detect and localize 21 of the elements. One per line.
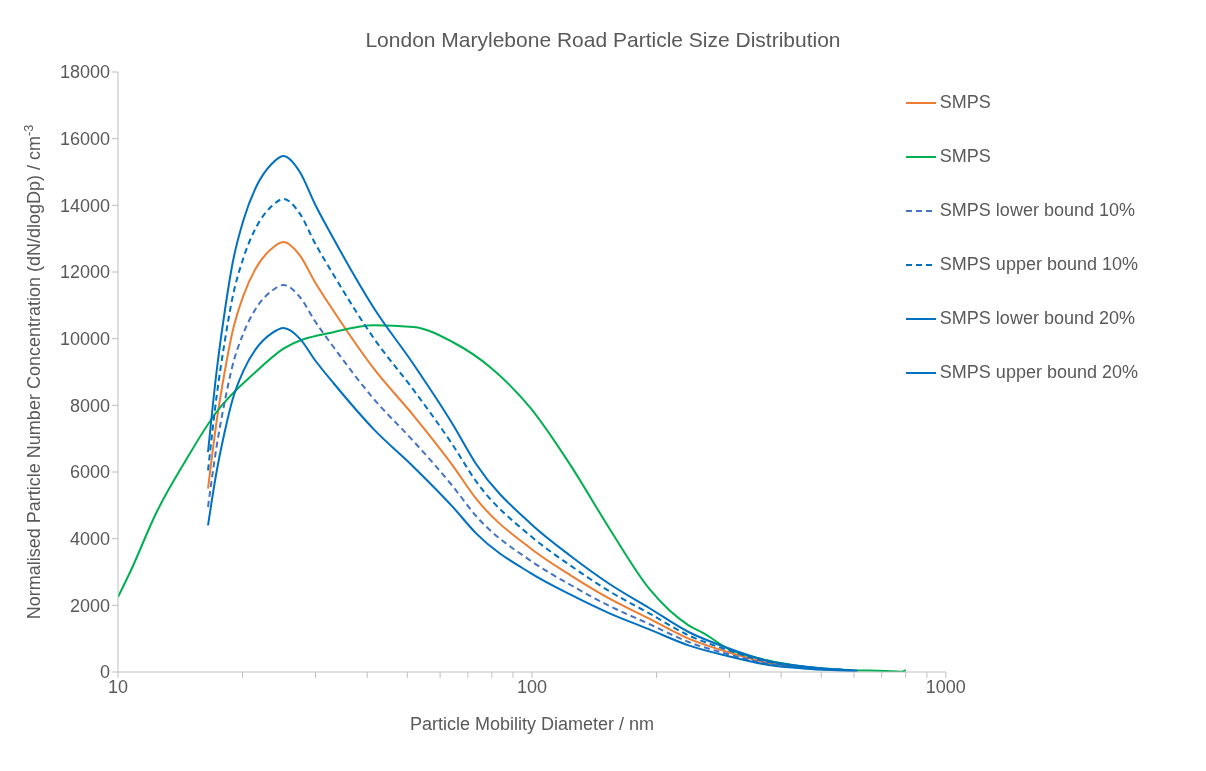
y-tick-label: 6000: [69, 462, 110, 483]
y-tick-label: 16000: [59, 129, 110, 150]
legend-label: SMPS lower bound 20%: [939, 308, 1135, 329]
legend-label: SMPS upper bound 10%: [939, 254, 1138, 275]
y-tick-label: 8000: [69, 395, 110, 416]
legend-label: SMPS: [939, 146, 991, 167]
legend-label: SMPS: [939, 92, 991, 113]
y-tick-label: 4000: [69, 529, 110, 550]
legend-label: SMPS lower bound 10%: [939, 200, 1135, 221]
x-tick-label: 100: [516, 676, 547, 697]
x-axis-title: Particle Mobility Diameter / nm: [409, 714, 654, 734]
chart-title: London Marylebone Road Particle Size Distribution: [364, 27, 842, 52]
y-tick-label: 2000: [69, 595, 110, 616]
y-tick-label: 0: [99, 662, 110, 683]
y-tick-label: 10000: [59, 329, 110, 350]
x-tick-label: 10: [107, 676, 129, 697]
x-tick-label: 1000: [925, 676, 966, 697]
legend-label: SMPS upper bound 20%: [939, 362, 1138, 383]
y-tick-label: 12000: [59, 262, 110, 283]
y-tick-label: 18000: [59, 62, 110, 83]
y-tick-label: 14000: [59, 195, 110, 216]
